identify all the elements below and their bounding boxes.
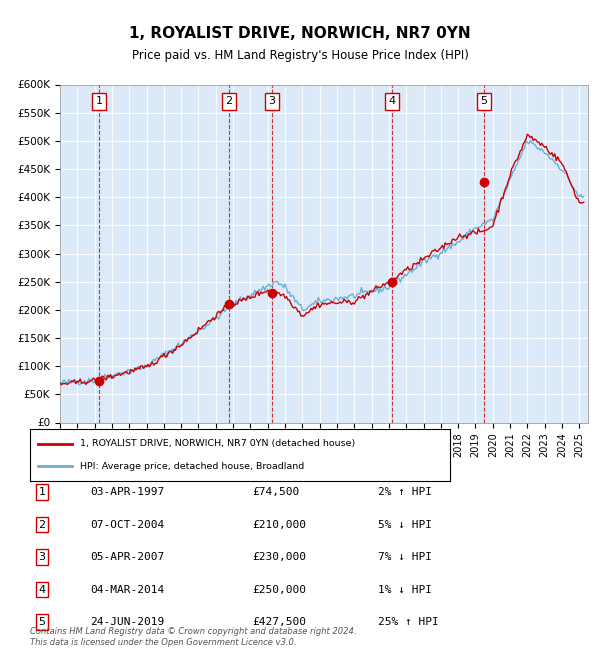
Text: 03-APR-1997: 03-APR-1997 xyxy=(90,487,164,497)
Text: 1: 1 xyxy=(95,96,103,107)
Text: £74,500: £74,500 xyxy=(252,487,299,497)
Text: Price paid vs. HM Land Registry's House Price Index (HPI): Price paid vs. HM Land Registry's House … xyxy=(131,49,469,62)
Text: 5: 5 xyxy=(38,617,46,627)
Text: £230,000: £230,000 xyxy=(252,552,306,562)
Text: £210,000: £210,000 xyxy=(252,519,306,530)
Text: 05-APR-2007: 05-APR-2007 xyxy=(90,552,164,562)
Text: 2% ↑ HPI: 2% ↑ HPI xyxy=(378,487,432,497)
Text: 3: 3 xyxy=(269,96,275,107)
Text: £427,500: £427,500 xyxy=(252,617,306,627)
Text: Contains HM Land Registry data © Crown copyright and database right 2024.
This d: Contains HM Land Registry data © Crown c… xyxy=(30,627,356,647)
Text: 24-JUN-2019: 24-JUN-2019 xyxy=(90,617,164,627)
Text: 5% ↓ HPI: 5% ↓ HPI xyxy=(378,519,432,530)
Text: £250,000: £250,000 xyxy=(252,584,306,595)
Text: 2: 2 xyxy=(226,96,233,107)
Text: 1, ROYALIST DRIVE, NORWICH, NR7 0YN: 1, ROYALIST DRIVE, NORWICH, NR7 0YN xyxy=(129,26,471,41)
Text: 1, ROYALIST DRIVE, NORWICH, NR7 0YN (detached house): 1, ROYALIST DRIVE, NORWICH, NR7 0YN (det… xyxy=(80,439,356,448)
Text: 4: 4 xyxy=(38,584,46,595)
Text: HPI: Average price, detached house, Broadland: HPI: Average price, detached house, Broa… xyxy=(80,462,305,471)
Text: 3: 3 xyxy=(38,552,46,562)
Text: 7% ↓ HPI: 7% ↓ HPI xyxy=(378,552,432,562)
Text: 5: 5 xyxy=(480,96,487,107)
Text: 1% ↓ HPI: 1% ↓ HPI xyxy=(378,584,432,595)
Text: 4: 4 xyxy=(388,96,395,107)
Text: 2: 2 xyxy=(38,519,46,530)
Text: 25% ↑ HPI: 25% ↑ HPI xyxy=(378,617,439,627)
Text: 07-OCT-2004: 07-OCT-2004 xyxy=(90,519,164,530)
Text: 04-MAR-2014: 04-MAR-2014 xyxy=(90,584,164,595)
Text: 1: 1 xyxy=(38,487,46,497)
